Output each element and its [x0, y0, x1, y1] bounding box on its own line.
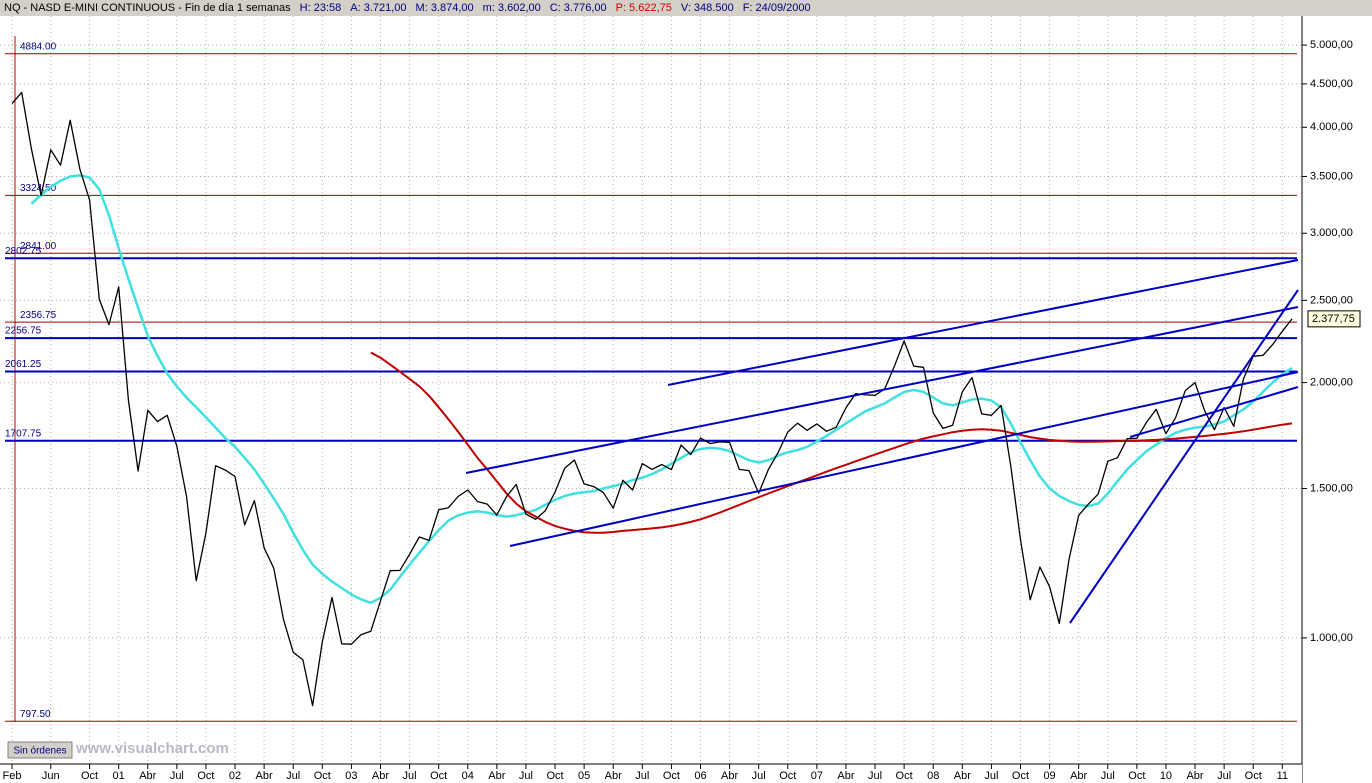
- header-item: NQ - NASD E-MINI CONTINUOUS - Fin de día…: [4, 2, 291, 14]
- x-tick-label: Jul: [286, 770, 300, 782]
- orders-button-label[interactable]: Sin órdenes: [13, 746, 66, 757]
- orders-button[interactable]: [7, 741, 73, 759]
- header-item: M: 3.874,00: [415, 2, 474, 14]
- x-tick-label: Abr: [1186, 770, 1203, 782]
- x-tick-label: 06: [694, 770, 706, 782]
- level-label: 2356.75: [20, 310, 57, 321]
- x-tick-label: Oct: [430, 770, 447, 782]
- x-tick-label: Jul: [170, 770, 184, 782]
- series-line: [30, 174, 1293, 605]
- x-tick-label: 07: [811, 770, 823, 782]
- x-tick-label: 01: [113, 770, 125, 782]
- x-tick-label: Oct: [197, 770, 214, 782]
- x-tick-label: 03: [345, 770, 357, 782]
- x-tick-label: Abr: [488, 770, 505, 782]
- watermark: www.visualchart.com: [75, 740, 229, 757]
- level-label: 2061.25: [5, 359, 42, 370]
- x-tick-label: Abr: [837, 770, 854, 782]
- x-tick-label: Jul: [752, 770, 766, 782]
- x-tick-label: Oct: [896, 770, 913, 782]
- x-tick-label: Jul: [635, 770, 649, 782]
- y-tick-label: 2.000,00: [1310, 376, 1353, 388]
- y-tick-label: 3.000,00: [1310, 227, 1353, 239]
- level-label: 2256.75: [5, 326, 42, 337]
- x-tick-label: Abr: [139, 770, 156, 782]
- header-item: A: 3.721,00: [350, 2, 407, 14]
- header-item: m: 3.602,00: [482, 2, 541, 14]
- trendline: [509, 371, 1299, 547]
- y-tick-label: 1.500,00: [1310, 482, 1353, 494]
- x-tick-label: Feb: [3, 770, 22, 782]
- x-tick-label: Abr: [372, 770, 389, 782]
- price-axis: [1302, 16, 1372, 783]
- x-tick-label: Oct: [1245, 770, 1262, 782]
- trendline: [1129, 386, 1299, 438]
- x-tick-label: Abr: [256, 770, 273, 782]
- x-tick-label: 02: [229, 770, 241, 782]
- x-tick-label: 04: [462, 770, 474, 782]
- plot-area: [0, 16, 1302, 764]
- x-tick-label: Jul: [1101, 770, 1115, 782]
- x-tick-label: Oct: [663, 770, 680, 782]
- x-tick-label: 05: [578, 770, 590, 782]
- y-tick-label: 2.500,00: [1310, 294, 1353, 306]
- level-label: 797.50: [20, 709, 51, 720]
- y-tick-label: 1.000,00: [1310, 632, 1353, 644]
- x-tick-label: Oct: [314, 770, 331, 782]
- header-item: P: 5.622,75: [615, 2, 672, 14]
- x-tick-label: Abr: [721, 770, 738, 782]
- header-item: F: 24/09/2000: [742, 2, 811, 14]
- y-tick-label: 4.500,00: [1310, 78, 1353, 90]
- x-tick-label: Abr: [605, 770, 622, 782]
- header-bar: NQ - NASD E-MINI CONTINUOUS - Fin de día…: [0, 0, 1372, 16]
- series-line: [11, 91, 1293, 707]
- x-tick-label: Oct: [1012, 770, 1029, 782]
- last-price-label: 2.377,75: [1312, 313, 1355, 325]
- x-tick-label: 09: [1043, 770, 1055, 782]
- chart: 1.000,00 1.500,00 2.000,00 2.500,00 3.000,00…: [0, 16, 1372, 783]
- x-tick-label: Abr: [1070, 770, 1087, 782]
- x-tick-label: Jul: [868, 770, 882, 782]
- level-label: 3324.50: [20, 183, 57, 194]
- trendline: [667, 259, 1299, 386]
- x-tick-label: 11: [1277, 770, 1288, 782]
- x-tick-label: Oct: [779, 770, 796, 782]
- level-label: 4884.00: [20, 41, 57, 52]
- header-item: C: 3.776,00: [549, 2, 607, 14]
- header-item: H: 23:58: [299, 2, 342, 14]
- x-tick-label: Abr: [954, 770, 971, 782]
- x-tick-label: Jul: [1217, 770, 1231, 782]
- x-tick-label: Jun: [42, 770, 60, 782]
- last-price-box: [1307, 310, 1361, 328]
- x-tick-label: 10: [1160, 770, 1172, 782]
- x-tick-label: Jul: [519, 770, 533, 782]
- trendline: [1069, 289, 1299, 624]
- x-tick-label: Oct: [1128, 770, 1145, 782]
- level-label: 2841.00: [20, 241, 57, 252]
- y-tick-label: 3.500,00: [1310, 170, 1353, 182]
- trendlines: [465, 259, 1299, 624]
- x-tick-label: Jul: [984, 770, 998, 782]
- y-tick-label: 4.000,00: [1310, 121, 1353, 133]
- x-tick-label: 08: [927, 770, 939, 782]
- trendline: [465, 306, 1299, 474]
- x-tick-label: Jul: [403, 770, 417, 782]
- y-tick-label: 5.000,00: [1310, 39, 1353, 51]
- header-item: V: 348.500: [680, 2, 734, 14]
- x-tick-label: Oct: [81, 770, 98, 782]
- x-tick-label: Oct: [546, 770, 563, 782]
- level-label: 1707.75: [5, 428, 42, 439]
- time-axis: [0, 764, 1302, 783]
- level-label: 2802.75: [5, 246, 42, 257]
